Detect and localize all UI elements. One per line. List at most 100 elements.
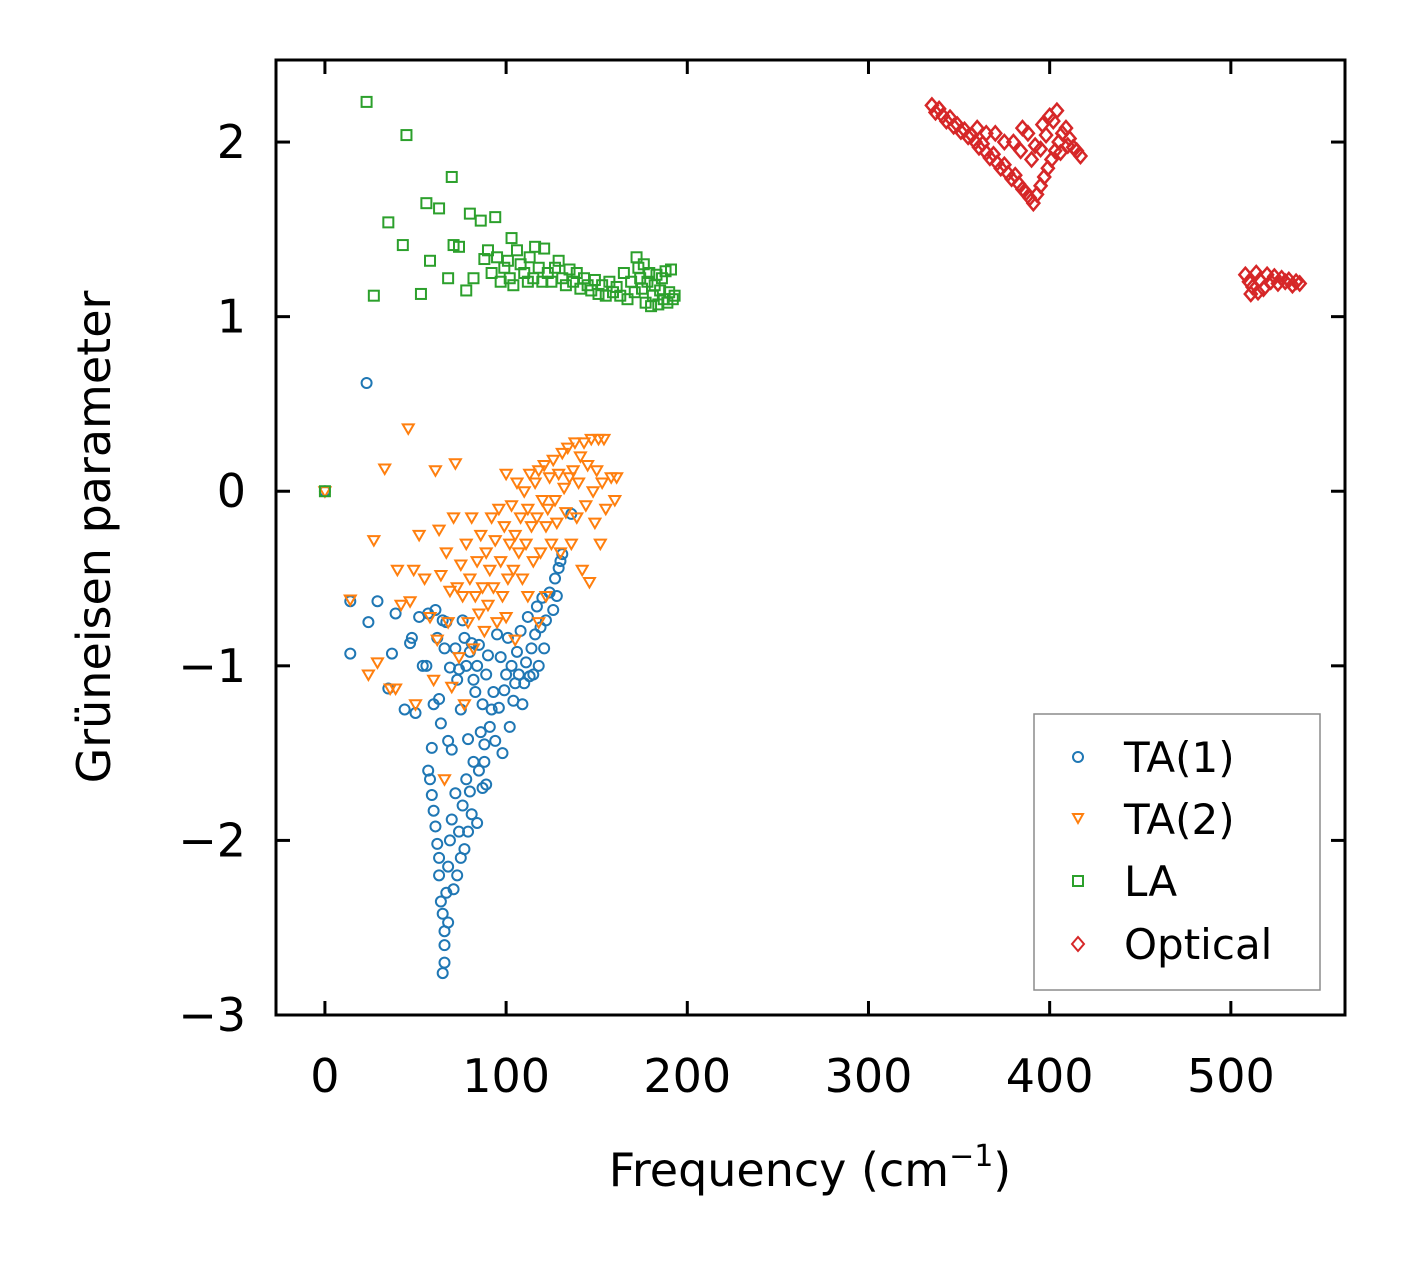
data-point	[498, 611, 514, 625]
data-point	[467, 755, 480, 768]
data-point	[420, 197, 433, 210]
data-point	[366, 535, 382, 548]
data-point	[514, 624, 527, 637]
data-point	[552, 254, 565, 267]
y-tick-label: 1	[217, 290, 246, 344]
data-point	[460, 773, 473, 786]
legend-label-ta1: TA(1)	[1123, 733, 1235, 782]
data-point	[539, 614, 552, 627]
data-point	[467, 673, 480, 686]
data-point	[513, 512, 528, 525]
data-point	[485, 703, 498, 716]
data-point	[462, 733, 475, 746]
data-point	[1243, 285, 1259, 303]
data-point	[1023, 150, 1040, 169]
data-point	[589, 465, 604, 478]
data-point	[402, 596, 418, 609]
data-point	[558, 507, 574, 520]
data-point	[1038, 126, 1054, 144]
data-point	[401, 423, 416, 436]
data-point	[481, 649, 494, 662]
data-point	[424, 254, 437, 267]
data-point	[472, 764, 485, 777]
data-point	[511, 547, 527, 560]
data-point	[492, 701, 505, 714]
data-point	[1032, 140, 1049, 158]
data-point	[598, 503, 613, 517]
data-point	[433, 202, 446, 215]
data-point	[538, 242, 551, 255]
data-point	[433, 851, 446, 864]
data-point	[466, 643, 481, 656]
data-point	[483, 720, 496, 733]
data-point	[574, 282, 587, 295]
data-point	[503, 720, 516, 733]
data-point	[503, 272, 516, 285]
data-point	[460, 284, 473, 297]
data-point	[617, 266, 630, 279]
data-point	[465, 637, 478, 650]
data-point	[1248, 264, 1264, 282]
data-point	[504, 500, 519, 513]
legend: TA(1) TA(2) LA Optical	[1033, 713, 1321, 991]
y-tick-label: −1	[178, 639, 246, 693]
data-point	[427, 804, 440, 817]
data-point	[538, 521, 554, 534]
data-point	[655, 272, 668, 285]
y-tick-label: 2	[217, 115, 246, 169]
data-point	[442, 860, 455, 873]
y-axis-title: Grüneisen parameter	[67, 290, 121, 783]
data-point	[360, 376, 373, 389]
data-point	[521, 610, 534, 623]
data-point	[996, 133, 1013, 151]
data-point	[576, 437, 592, 450]
data-point	[475, 582, 490, 595]
data-point	[520, 590, 536, 604]
data-point	[614, 289, 627, 302]
y-tick-label: 0	[217, 464, 246, 518]
data-point	[478, 738, 491, 751]
data-point	[505, 659, 518, 672]
data-point	[507, 529, 523, 543]
data-point	[547, 494, 563, 508]
data-point	[587, 517, 603, 531]
data-point	[1013, 141, 1029, 160]
data-point	[487, 686, 500, 699]
data-point	[474, 726, 487, 739]
data-point	[463, 785, 476, 798]
data-point	[565, 465, 581, 478]
data-point	[527, 477, 543, 491]
data-point	[430, 634, 445, 648]
data-point	[540, 503, 556, 517]
data-point	[953, 122, 969, 141]
data-point	[476, 782, 489, 795]
data-point	[451, 652, 467, 665]
data-point	[993, 159, 1009, 178]
data-point	[538, 590, 554, 604]
data-point	[578, 500, 594, 513]
y-tick-label: −2	[178, 813, 246, 867]
data-point	[524, 521, 539, 534]
legend-label-ta2: TA(2)	[1123, 795, 1235, 844]
series-ta-2-	[317, 423, 624, 787]
x-axis-title: Frequency (cm−1)	[609, 1139, 1012, 1197]
data-point	[556, 482, 572, 496]
data-point	[516, 486, 532, 499]
data-point	[443, 834, 456, 847]
legend-label-optical: Optical	[1124, 920, 1272, 969]
data-point	[544, 538, 559, 552]
data-point	[448, 458, 463, 471]
data-point	[668, 289, 681, 302]
data-point	[1072, 147, 1089, 165]
data-point	[486, 582, 501, 595]
data-point	[969, 119, 985, 138]
data-point	[440, 886, 453, 899]
data-point	[471, 816, 484, 829]
data-point	[542, 472, 557, 485]
data-point	[481, 244, 494, 257]
data-point	[538, 642, 551, 655]
data-point	[1054, 124, 1070, 143]
legend-marker-circle	[1072, 751, 1084, 763]
data-point	[514, 258, 527, 271]
data-point	[945, 117, 962, 136]
